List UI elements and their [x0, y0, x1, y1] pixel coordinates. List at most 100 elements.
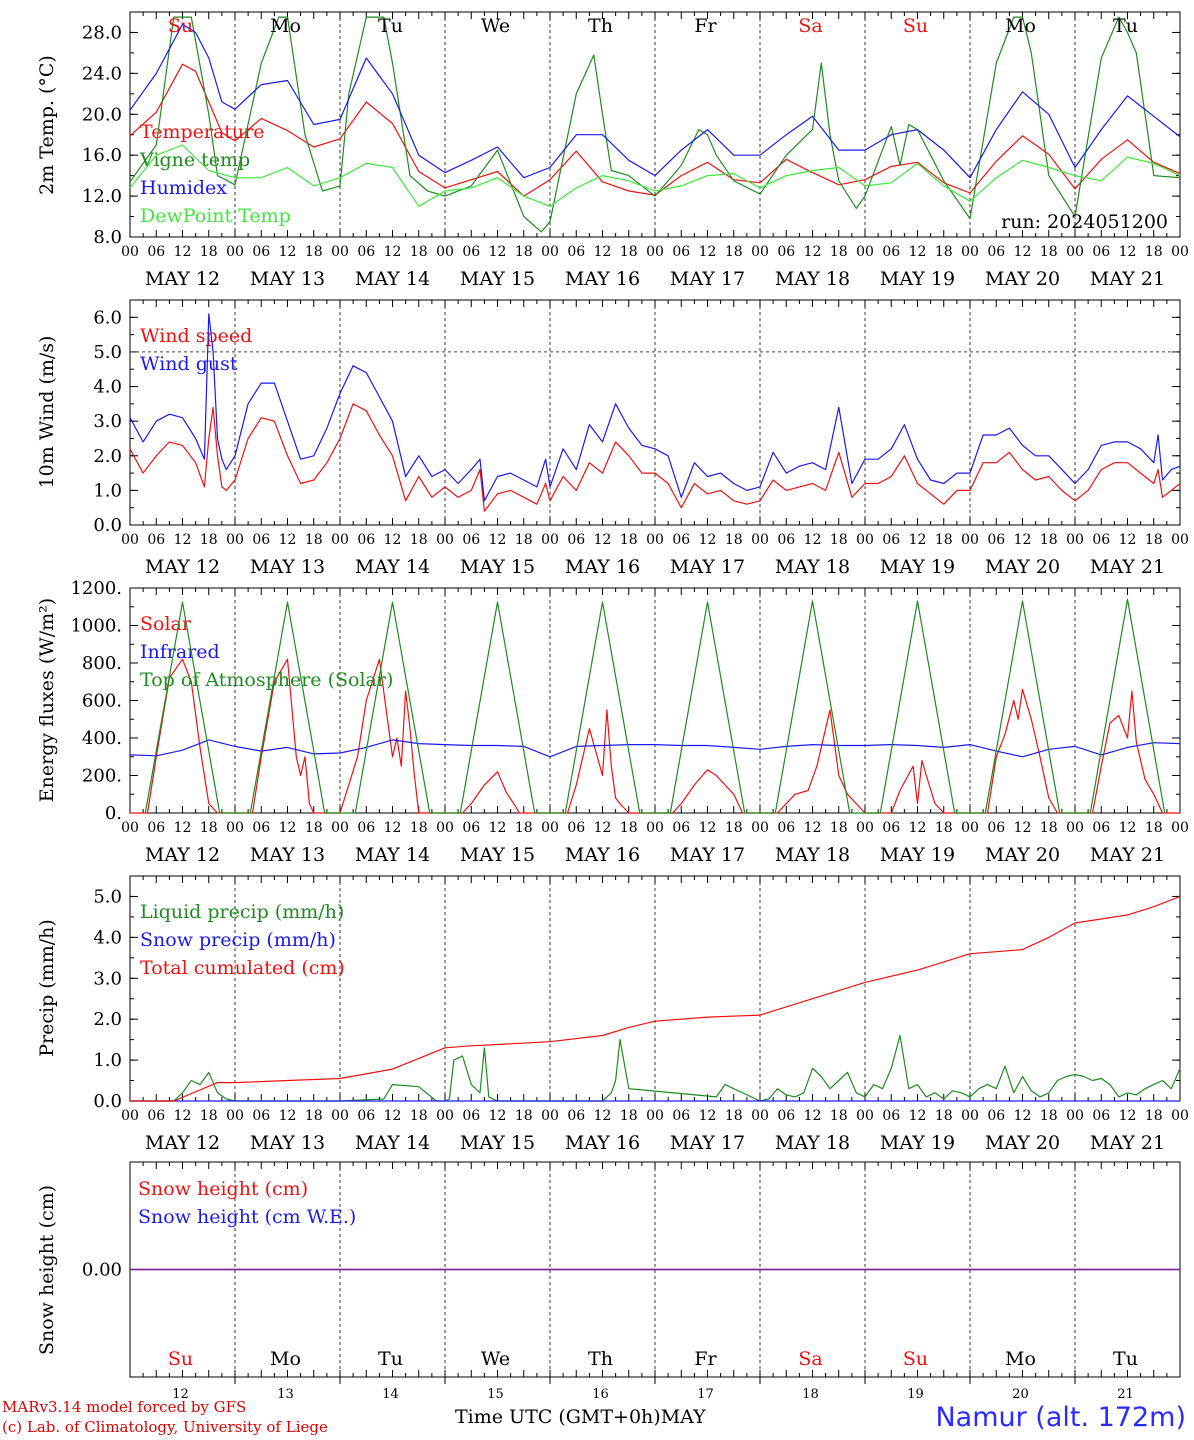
- date-label: MAY 19: [880, 844, 955, 866]
- hour-tick-label: 18: [1145, 532, 1163, 548]
- hour-tick-label: 06: [567, 820, 585, 836]
- hour-tick-label: 00: [226, 532, 244, 548]
- hour-tick-label: 06: [357, 1108, 375, 1124]
- date-label: MAY 12: [145, 844, 220, 866]
- hour-tick-label: 12: [384, 244, 402, 260]
- weekday-label-bottom: Mo: [270, 1348, 301, 1370]
- date-label: MAY 20: [985, 844, 1060, 866]
- hour-tick-label: 06: [147, 1108, 165, 1124]
- legend-entry: Wind speed: [140, 325, 252, 347]
- series-line: [129, 739, 1181, 758]
- hour-tick-label: 00: [1171, 1108, 1189, 1124]
- series-line: [144, 598, 1166, 814]
- y-tick-label: 0.0: [93, 1091, 122, 1112]
- hour-tick-label: 18: [935, 820, 953, 836]
- hour-tick-label: 06: [777, 1108, 795, 1124]
- run-annotation: run: 2024051200: [1001, 211, 1168, 233]
- hour-tick-label: 06: [1092, 1108, 1110, 1124]
- hour-tick-label: 06: [672, 244, 690, 260]
- hour-tick-label: 06: [777, 532, 795, 548]
- weekday-label-bottom: Su: [903, 1348, 928, 1370]
- hour-tick-label: 06: [987, 244, 1005, 260]
- y-tick-label: 2.0: [93, 1009, 122, 1030]
- hour-tick-label: 18: [515, 820, 533, 836]
- hour-tick-label: 12: [1119, 532, 1137, 548]
- hour-tick-label: 06: [147, 244, 165, 260]
- hour-tick-label: 12: [909, 244, 927, 260]
- hour-tick-label: 18: [305, 1108, 323, 1124]
- y-tick-label: 1000.: [70, 616, 122, 637]
- series-line: [129, 403, 1181, 512]
- hour-tick-label: 00: [1171, 820, 1189, 836]
- hour-tick-label: 00: [331, 820, 349, 836]
- day-number-label: 14: [382, 1387, 399, 1402]
- hour-tick-label: 12: [489, 820, 507, 836]
- hour-tick-label: 06: [987, 820, 1005, 836]
- hour-tick-label: 06: [252, 244, 270, 260]
- weekday-label-top: Tu: [1113, 15, 1138, 37]
- y-axis-label: 2m Temp. (°C): [36, 55, 58, 195]
- date-label: MAY 12: [145, 1132, 220, 1154]
- hour-tick-label: 12: [699, 244, 717, 260]
- hour-tick-label: 06: [462, 820, 480, 836]
- date-label: MAY 19: [880, 1132, 955, 1154]
- hour-tick-label: 00: [751, 1108, 769, 1124]
- weekday-label-top: Su: [903, 15, 928, 37]
- hour-tick-label: 00: [961, 244, 979, 260]
- date-label: MAY 18: [775, 844, 850, 866]
- hour-tick-label: 06: [1092, 244, 1110, 260]
- y-tick-label: 0.00: [82, 1260, 122, 1281]
- date-label: MAY 21: [1090, 268, 1165, 290]
- hour-tick-label: 00: [121, 820, 139, 836]
- hour-tick-label: 06: [672, 820, 690, 836]
- date-label: MAY 18: [775, 556, 850, 578]
- hour-tick-label: 12: [489, 1108, 507, 1124]
- date-label: MAY 20: [985, 268, 1060, 290]
- y-tick-label: 1.0: [93, 480, 122, 501]
- y-tick-label: 1.0: [93, 1050, 122, 1071]
- date-label: MAY 16: [565, 556, 640, 578]
- hour-tick-label: 00: [121, 532, 139, 548]
- hour-tick-label: 00: [1171, 244, 1189, 260]
- hour-tick-label: 00: [121, 1108, 139, 1124]
- hour-tick-label: 18: [725, 1108, 743, 1124]
- hour-tick-label: 00: [226, 244, 244, 260]
- hour-tick-label: 06: [1092, 820, 1110, 836]
- series-line: [129, 16, 1181, 233]
- date-label: MAY 14: [355, 268, 430, 290]
- day-number-label: 17: [697, 1387, 714, 1402]
- date-label: MAY 19: [880, 556, 955, 578]
- hour-tick-label: 12: [909, 820, 927, 836]
- weekday-label-bottom: We: [481, 1348, 510, 1370]
- weekday-label-top: Mo: [1005, 15, 1036, 37]
- hour-tick-label: 12: [909, 532, 927, 548]
- hour-tick-label: 06: [252, 532, 270, 548]
- hour-tick-label: 12: [1014, 820, 1032, 836]
- hour-tick-label: 12: [1119, 820, 1137, 836]
- legend-entry: Top of Atmosphere (Solar): [140, 669, 393, 691]
- hour-tick-label: 18: [620, 820, 638, 836]
- hour-tick-label: 00: [1171, 532, 1189, 548]
- hour-tick-label: 00: [226, 1108, 244, 1124]
- hour-tick-label: 18: [935, 532, 953, 548]
- hour-tick-label: 12: [174, 244, 192, 260]
- y-tick-label: 16.0: [82, 145, 122, 166]
- hour-tick-label: 12: [804, 1108, 822, 1124]
- hour-tick-label: 00: [541, 244, 559, 260]
- hour-tick-label: 12: [489, 244, 507, 260]
- hour-tick-label: 00: [121, 244, 139, 260]
- day-number-label: 18: [802, 1387, 819, 1402]
- y-tick-label: 3.0: [93, 968, 122, 989]
- hour-tick-label: 06: [672, 1108, 690, 1124]
- hour-tick-label: 06: [357, 820, 375, 836]
- hour-tick-label: 00: [646, 244, 664, 260]
- y-tick-label: 1200.: [70, 578, 122, 599]
- hour-tick-label: 12: [594, 820, 612, 836]
- hour-tick-label: 06: [147, 532, 165, 548]
- series-line: [129, 23, 1181, 179]
- hour-tick-label: 06: [357, 532, 375, 548]
- hour-tick-label: 18: [830, 820, 848, 836]
- weekday-label-top: Th: [588, 15, 613, 37]
- hour-tick-label: 12: [594, 244, 612, 260]
- time-axis-label: Time UTC (GMT+0h)MAY: [455, 1406, 706, 1428]
